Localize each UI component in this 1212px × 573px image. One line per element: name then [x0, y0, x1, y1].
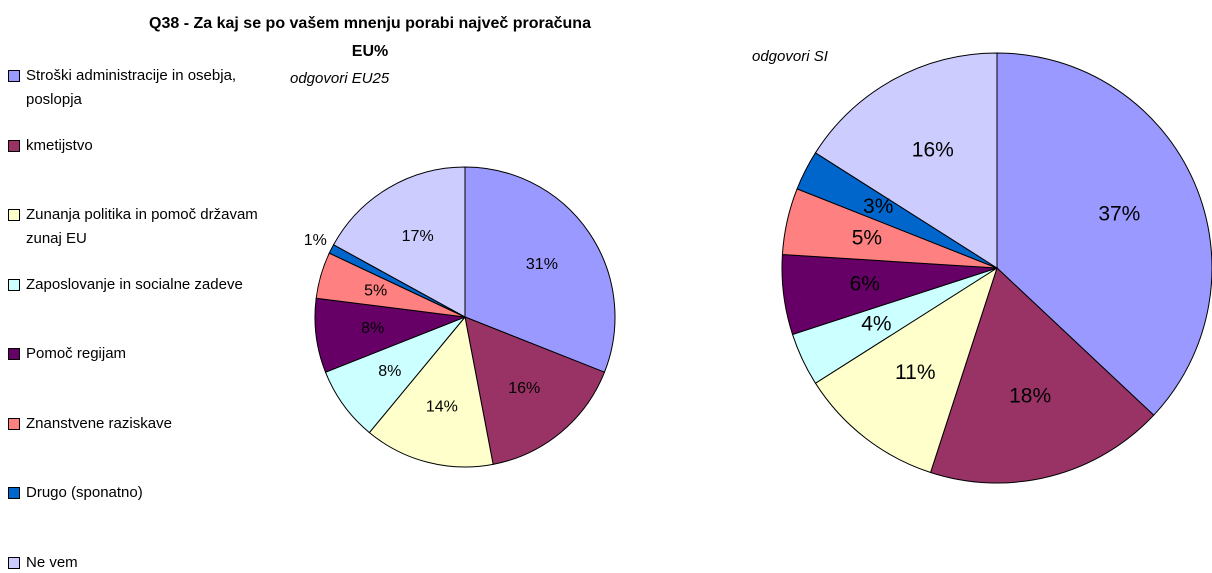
- legend-label: Zaposlovanje in socialne zadeve: [26, 275, 243, 293]
- legend-label: Zunanja politika in pomoč državam zunaj …: [26, 206, 258, 247]
- legend-label: Ne vem: [26, 553, 78, 571]
- data-label: 1%: [304, 232, 327, 249]
- data-label: 8%: [361, 320, 384, 337]
- pie-slice: [814, 266, 998, 474]
- subtitle: odgovori SI: [752, 48, 828, 65]
- legend-item: Pomoč regijam: [8, 342, 261, 366]
- pie-slice: [368, 315, 494, 468]
- pie-slice: [929, 267, 1155, 484]
- legend-item: kmetijstvo: [8, 134, 261, 158]
- data-label: 3%: [863, 195, 893, 218]
- legend-swatch: [8, 139, 20, 152]
- data-label: 31%: [526, 256, 558, 273]
- legend-label: Stroški administracije in osebja, poslop…: [26, 67, 237, 108]
- data-label: 5%: [364, 282, 387, 299]
- data-label: 17%: [402, 228, 434, 245]
- data-label: 5%: [852, 226, 882, 249]
- data-label: 14%: [426, 398, 458, 415]
- legend-swatch: [8, 70, 20, 82]
- legend-swatch: [8, 209, 20, 221]
- legend-item: Zunanja politika in pomoč državam zunaj …: [8, 203, 261, 251]
- legend-label: Drugo (sponatno): [26, 484, 143, 501]
- data-label: 11%: [895, 361, 935, 384]
- legend-item: Drugo (sponatno): [8, 481, 261, 505]
- legend-swatch: [8, 278, 20, 291]
- legend-label: Pomoč regijam: [26, 345, 127, 362]
- pie-slice: [332, 166, 466, 318]
- data-label: 4%: [861, 312, 891, 335]
- data-label: 6%: [850, 272, 880, 295]
- chart-title: Q38 - Za kaj se po vašem mnenju porabi n…: [149, 15, 591, 60]
- data-label: 8%: [378, 363, 401, 380]
- legend-item: Stroški administracije in osebja, poslop…: [8, 64, 261, 112]
- data-label: 16%: [912, 139, 954, 162]
- legend-label: Znanstvene raziskave: [26, 414, 172, 432]
- pie-slice: [996, 52, 1212, 416]
- data-label: 18%: [1009, 385, 1051, 408]
- pie-slice: [464, 166, 616, 373]
- data-label: 16%: [508, 380, 540, 397]
- subtitle: odgovori EU25: [290, 70, 390, 87]
- legend-swatch: [8, 348, 20, 360]
- pie-slice: [814, 52, 998, 269]
- legend-swatch: [8, 417, 20, 430]
- legend-label: kmetijstvo: [26, 136, 93, 154]
- legend-swatch: [8, 556, 20, 569]
- data-label: 37%: [1098, 203, 1140, 226]
- legend-item: Ne vem: [8, 551, 261, 573]
- legend-swatch: [8, 487, 20, 499]
- pie-slice: [464, 316, 606, 465]
- legend-item: Znanstvene raziskave: [8, 412, 261, 436]
- legend-item: Zaposlovanje in socialne zadeve: [8, 273, 261, 297]
